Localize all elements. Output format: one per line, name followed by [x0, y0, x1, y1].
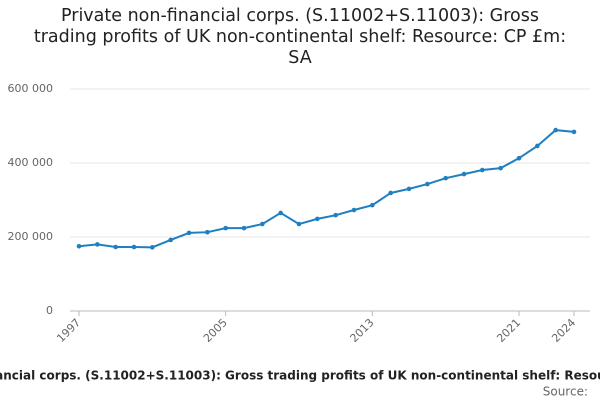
- point: [516, 155, 522, 161]
- point: [95, 242, 100, 247]
- x-tick-label: 2024: [549, 316, 578, 345]
- point: [461, 171, 467, 177]
- source-label: Source:: [543, 385, 588, 399]
- point: [260, 221, 265, 227]
- point: [498, 165, 503, 171]
- y-tick-label: 0: [46, 304, 53, 317]
- point: [168, 237, 173, 243]
- point: [535, 143, 540, 149]
- y-tick-label: 400 000: [8, 156, 54, 169]
- point: [223, 225, 228, 231]
- point: [443, 175, 448, 181]
- x-tick-label: 2005: [201, 316, 230, 345]
- point: [370, 202, 375, 208]
- point: [333, 212, 338, 218]
- point: [76, 243, 82, 249]
- point: [205, 229, 210, 235]
- point: [150, 245, 155, 250]
- chart-title: Private non-financial corps. (S.11002+S.…: [33, 6, 567, 68]
- point: [351, 207, 357, 213]
- x-tick-label: 1997: [54, 316, 83, 345]
- point: [241, 225, 247, 231]
- y-tick-label: 200 000: [8, 230, 54, 243]
- point: [425, 181, 430, 187]
- point: [131, 244, 137, 250]
- series-line: [78, 129, 575, 249]
- x-tick-label: 2013: [348, 316, 377, 345]
- point: [278, 210, 283, 216]
- point: [113, 244, 118, 250]
- point: [571, 129, 577, 135]
- point: [553, 127, 558, 133]
- point: [388, 190, 393, 196]
- point: [406, 186, 412, 192]
- point: [315, 216, 320, 222]
- point: [480, 167, 485, 173]
- x-tick-label: 2021: [494, 316, 523, 345]
- y-tick-label: 600 000: [8, 82, 54, 95]
- footer-title: Private non-financial corps. (S.11002+S.…: [0, 369, 600, 383]
- point: [296, 221, 302, 227]
- point: [186, 230, 192, 236]
